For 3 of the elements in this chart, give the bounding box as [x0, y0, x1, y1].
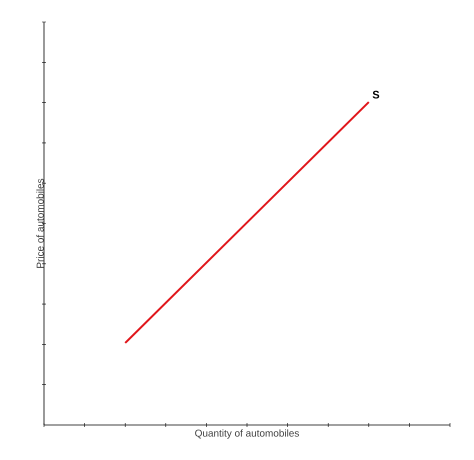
y-axis-title: Price of automobiles: [36, 178, 44, 268]
x-axis-title: Quantity of automobiles: [195, 429, 299, 439]
series-label: S: [372, 90, 380, 99]
